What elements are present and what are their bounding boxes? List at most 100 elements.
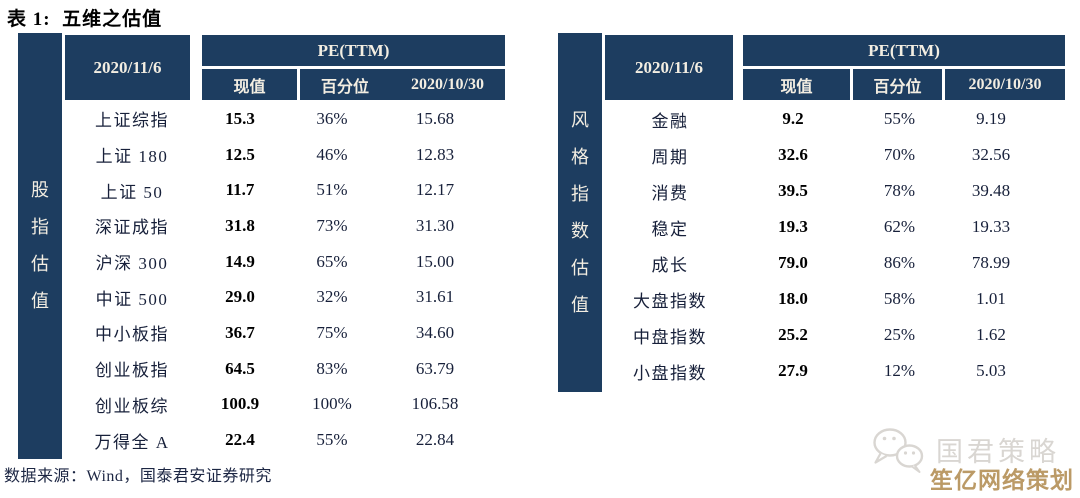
- percentile-value: 55%: [316, 430, 348, 450]
- current-pe-value: 12.5: [225, 144, 255, 164]
- stock-date-header: 2020/11/6: [65, 35, 190, 100]
- table-row: 消费 39.5 78% 39.48: [602, 173, 1065, 209]
- index-name: 周期: [651, 147, 689, 167]
- percentile-value: 12%: [883, 361, 916, 380]
- index-name: 金融: [651, 111, 689, 131]
- wechat-icon: [868, 425, 930, 480]
- percentile-value: 36%: [316, 108, 348, 128]
- percentile-value: 58%: [883, 289, 916, 308]
- percentile-value: 65%: [316, 251, 348, 271]
- style-table-side-label: 风格指数估值: [571, 109, 589, 315]
- current-pe-value: 9.2: [782, 109, 804, 128]
- table-row: 金融 9.2 55% 9.19: [602, 101, 1065, 137]
- watermark-agency: 笙亿网络策划: [930, 467, 1074, 493]
- previous-pe-value: 9.19: [976, 109, 1006, 128]
- index-name: 成长: [651, 255, 689, 275]
- index-name: 上证综指: [95, 111, 169, 131]
- index-name: 中小板指: [95, 325, 169, 345]
- percentile-value: 100%: [312, 394, 352, 414]
- table-row: 创业板综 100.9 100% 106.58: [62, 387, 505, 423]
- table-row: 成长 79.0 86% 78.99: [602, 245, 1065, 281]
- table-row: 深证成指 31.8 73% 31.30: [62, 208, 505, 244]
- current-pe-value: 19.3: [778, 217, 808, 236]
- index-name: 中证 500: [95, 289, 169, 309]
- table-row: 上证 50 11.7 51% 12.17: [62, 172, 505, 208]
- index-name: 上证 180: [95, 147, 169, 167]
- current-pe-value: 100.9: [220, 394, 260, 414]
- percentile-value: 46%: [316, 144, 348, 164]
- index-name: 万得全 A: [94, 432, 170, 452]
- previous-pe-value: 34.60: [415, 322, 455, 342]
- current-pe-value: 27.9: [778, 361, 808, 380]
- table-row: 上证综指 15.3 36% 15.68: [62, 101, 505, 137]
- style-col-prev-date: 2020/10/30: [945, 69, 1065, 100]
- current-pe-value: 15.3: [225, 108, 255, 128]
- stock-col-prev-date: 2020/10/30: [411, 75, 484, 93]
- stock-table-side-label: 股指估值: [31, 180, 49, 311]
- percentile-value: 78%: [883, 181, 916, 200]
- index-name: 稳定: [651, 219, 689, 239]
- percentile-value: 25%: [883, 325, 916, 344]
- stock-col-percentile: 百分位: [320, 78, 369, 96]
- previous-pe-value: 63.79: [415, 358, 455, 378]
- previous-pe-value: 39.48: [971, 181, 1011, 200]
- stock-col-group: 百分位 2020/10/30: [300, 69, 505, 100]
- table-row: 创业板指 64.5 83% 63.79: [62, 351, 505, 387]
- previous-pe-value: 31.61: [415, 287, 455, 307]
- watermark-wechat-account: 国君策略: [936, 437, 1060, 467]
- previous-pe-value: 22.84: [415, 430, 455, 450]
- current-pe-value: 18.0: [778, 289, 808, 308]
- index-name: 沪深 300: [95, 254, 169, 274]
- previous-pe-value: 32.56: [971, 145, 1011, 164]
- table-title: 表 1: 五维之估值: [7, 9, 163, 30]
- table-row: 上证 180 12.5 46% 12.83: [62, 137, 505, 173]
- current-pe-value: 36.7: [225, 322, 255, 342]
- previous-pe-value: 15.00: [415, 251, 455, 271]
- previous-pe-value: 12.17: [415, 180, 455, 200]
- percentile-value: 62%: [883, 217, 916, 236]
- table-row: 周期 32.6 70% 32.56: [602, 137, 1065, 173]
- index-name: 深证成指: [95, 218, 169, 238]
- stock-col-current: 现值: [202, 69, 297, 100]
- index-name: 大盘指数: [633, 291, 707, 311]
- stock-table-body: 上证综指 15.3 36% 15.68 上证 180 12.5 46% 12.8…: [62, 101, 505, 458]
- style-pe-ttm-header: PE(TTM): [743, 35, 1065, 66]
- percentile-value: 70%: [883, 145, 916, 164]
- table-row: 中证 500 29.0 32% 31.61: [62, 279, 505, 315]
- current-pe-value: 79.0: [778, 253, 808, 272]
- percentile-value: 86%: [883, 253, 916, 272]
- index-name: 创业板指: [95, 361, 169, 381]
- index-name: 小盘指数: [633, 363, 707, 383]
- current-pe-value: 29.0: [225, 287, 255, 307]
- stock-pe-ttm-header: PE(TTM): [202, 35, 505, 66]
- style-col-percentile: 百分位: [853, 69, 942, 100]
- index-name: 创业板综: [95, 396, 169, 416]
- previous-pe-value: 78.99: [971, 253, 1011, 272]
- previous-pe-value: 1.01: [976, 289, 1006, 308]
- index-name: 消费: [651, 183, 689, 203]
- previous-pe-value: 15.68: [415, 108, 455, 128]
- previous-pe-value: 5.03: [976, 361, 1006, 380]
- previous-pe-value: 19.33: [971, 217, 1011, 236]
- table-row: 大盘指数 18.0 58% 1.01: [602, 281, 1065, 317]
- percentile-value: 32%: [316, 287, 348, 307]
- previous-pe-value: 12.83: [415, 144, 455, 164]
- percentile-value: 73%: [316, 215, 348, 235]
- current-pe-value: 22.4: [225, 430, 255, 450]
- table-row: 万得全 A 22.4 55% 22.84: [62, 422, 505, 458]
- style-col-current: 现值: [743, 69, 850, 100]
- index-name: 上证 50: [100, 182, 164, 202]
- previous-pe-value: 106.58: [411, 394, 459, 414]
- table-row: 小盘指数 27.9 12% 5.03: [602, 353, 1065, 389]
- current-pe-value: 32.6: [778, 145, 808, 164]
- style-date-header: 2020/11/6: [605, 35, 733, 100]
- table-row: 中小板指 36.7 75% 34.60: [62, 315, 505, 351]
- percentile-value: 51%: [316, 180, 348, 200]
- percentile-value: 75%: [316, 322, 348, 342]
- table-row: 沪深 300 14.9 65% 15.00: [62, 244, 505, 280]
- percentile-value: 83%: [316, 358, 348, 378]
- current-pe-value: 11.7: [225, 180, 255, 200]
- current-pe-value: 25.2: [778, 325, 808, 344]
- data-source-note: 数据来源：Wind，国泰君安证券研究: [4, 468, 272, 485]
